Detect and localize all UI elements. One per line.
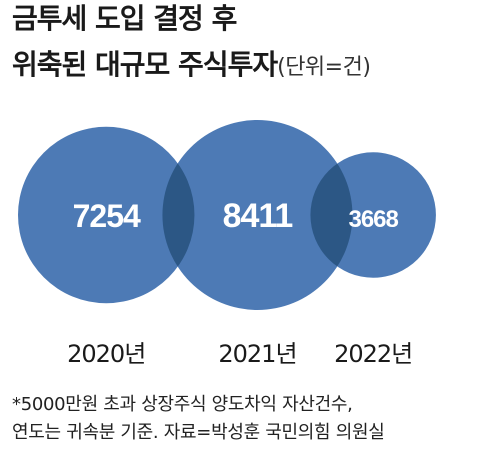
category-label: 2022년 xyxy=(334,340,412,368)
value-label: 7254 xyxy=(73,198,141,234)
value-label: 8411 xyxy=(223,197,293,235)
chart-title-line2: 위축된 대규모 주식투자(단위=건) xyxy=(12,48,371,85)
value-label: 3668 xyxy=(348,206,398,233)
title-main: 위축된 대규모 주식투자 xyxy=(12,48,278,81)
category-label: 2020년 xyxy=(67,340,145,368)
bubble-2021년 xyxy=(162,120,353,310)
unit-label: (단위=건) xyxy=(277,55,371,80)
chart-title-line1: 금투세 도입 결정 후 xyxy=(12,2,237,35)
footnote-line2: 연도는 귀속분 기준. 자료=박성훈 국민의힘 의원실 xyxy=(12,422,385,443)
category-label: 2021년 xyxy=(218,340,296,368)
footnote-line1: *5000만원 초과 상장주식 양도차익 자산건수, xyxy=(12,394,353,415)
bubble-overlap xyxy=(310,152,353,278)
bubble-2020년 xyxy=(18,126,195,304)
